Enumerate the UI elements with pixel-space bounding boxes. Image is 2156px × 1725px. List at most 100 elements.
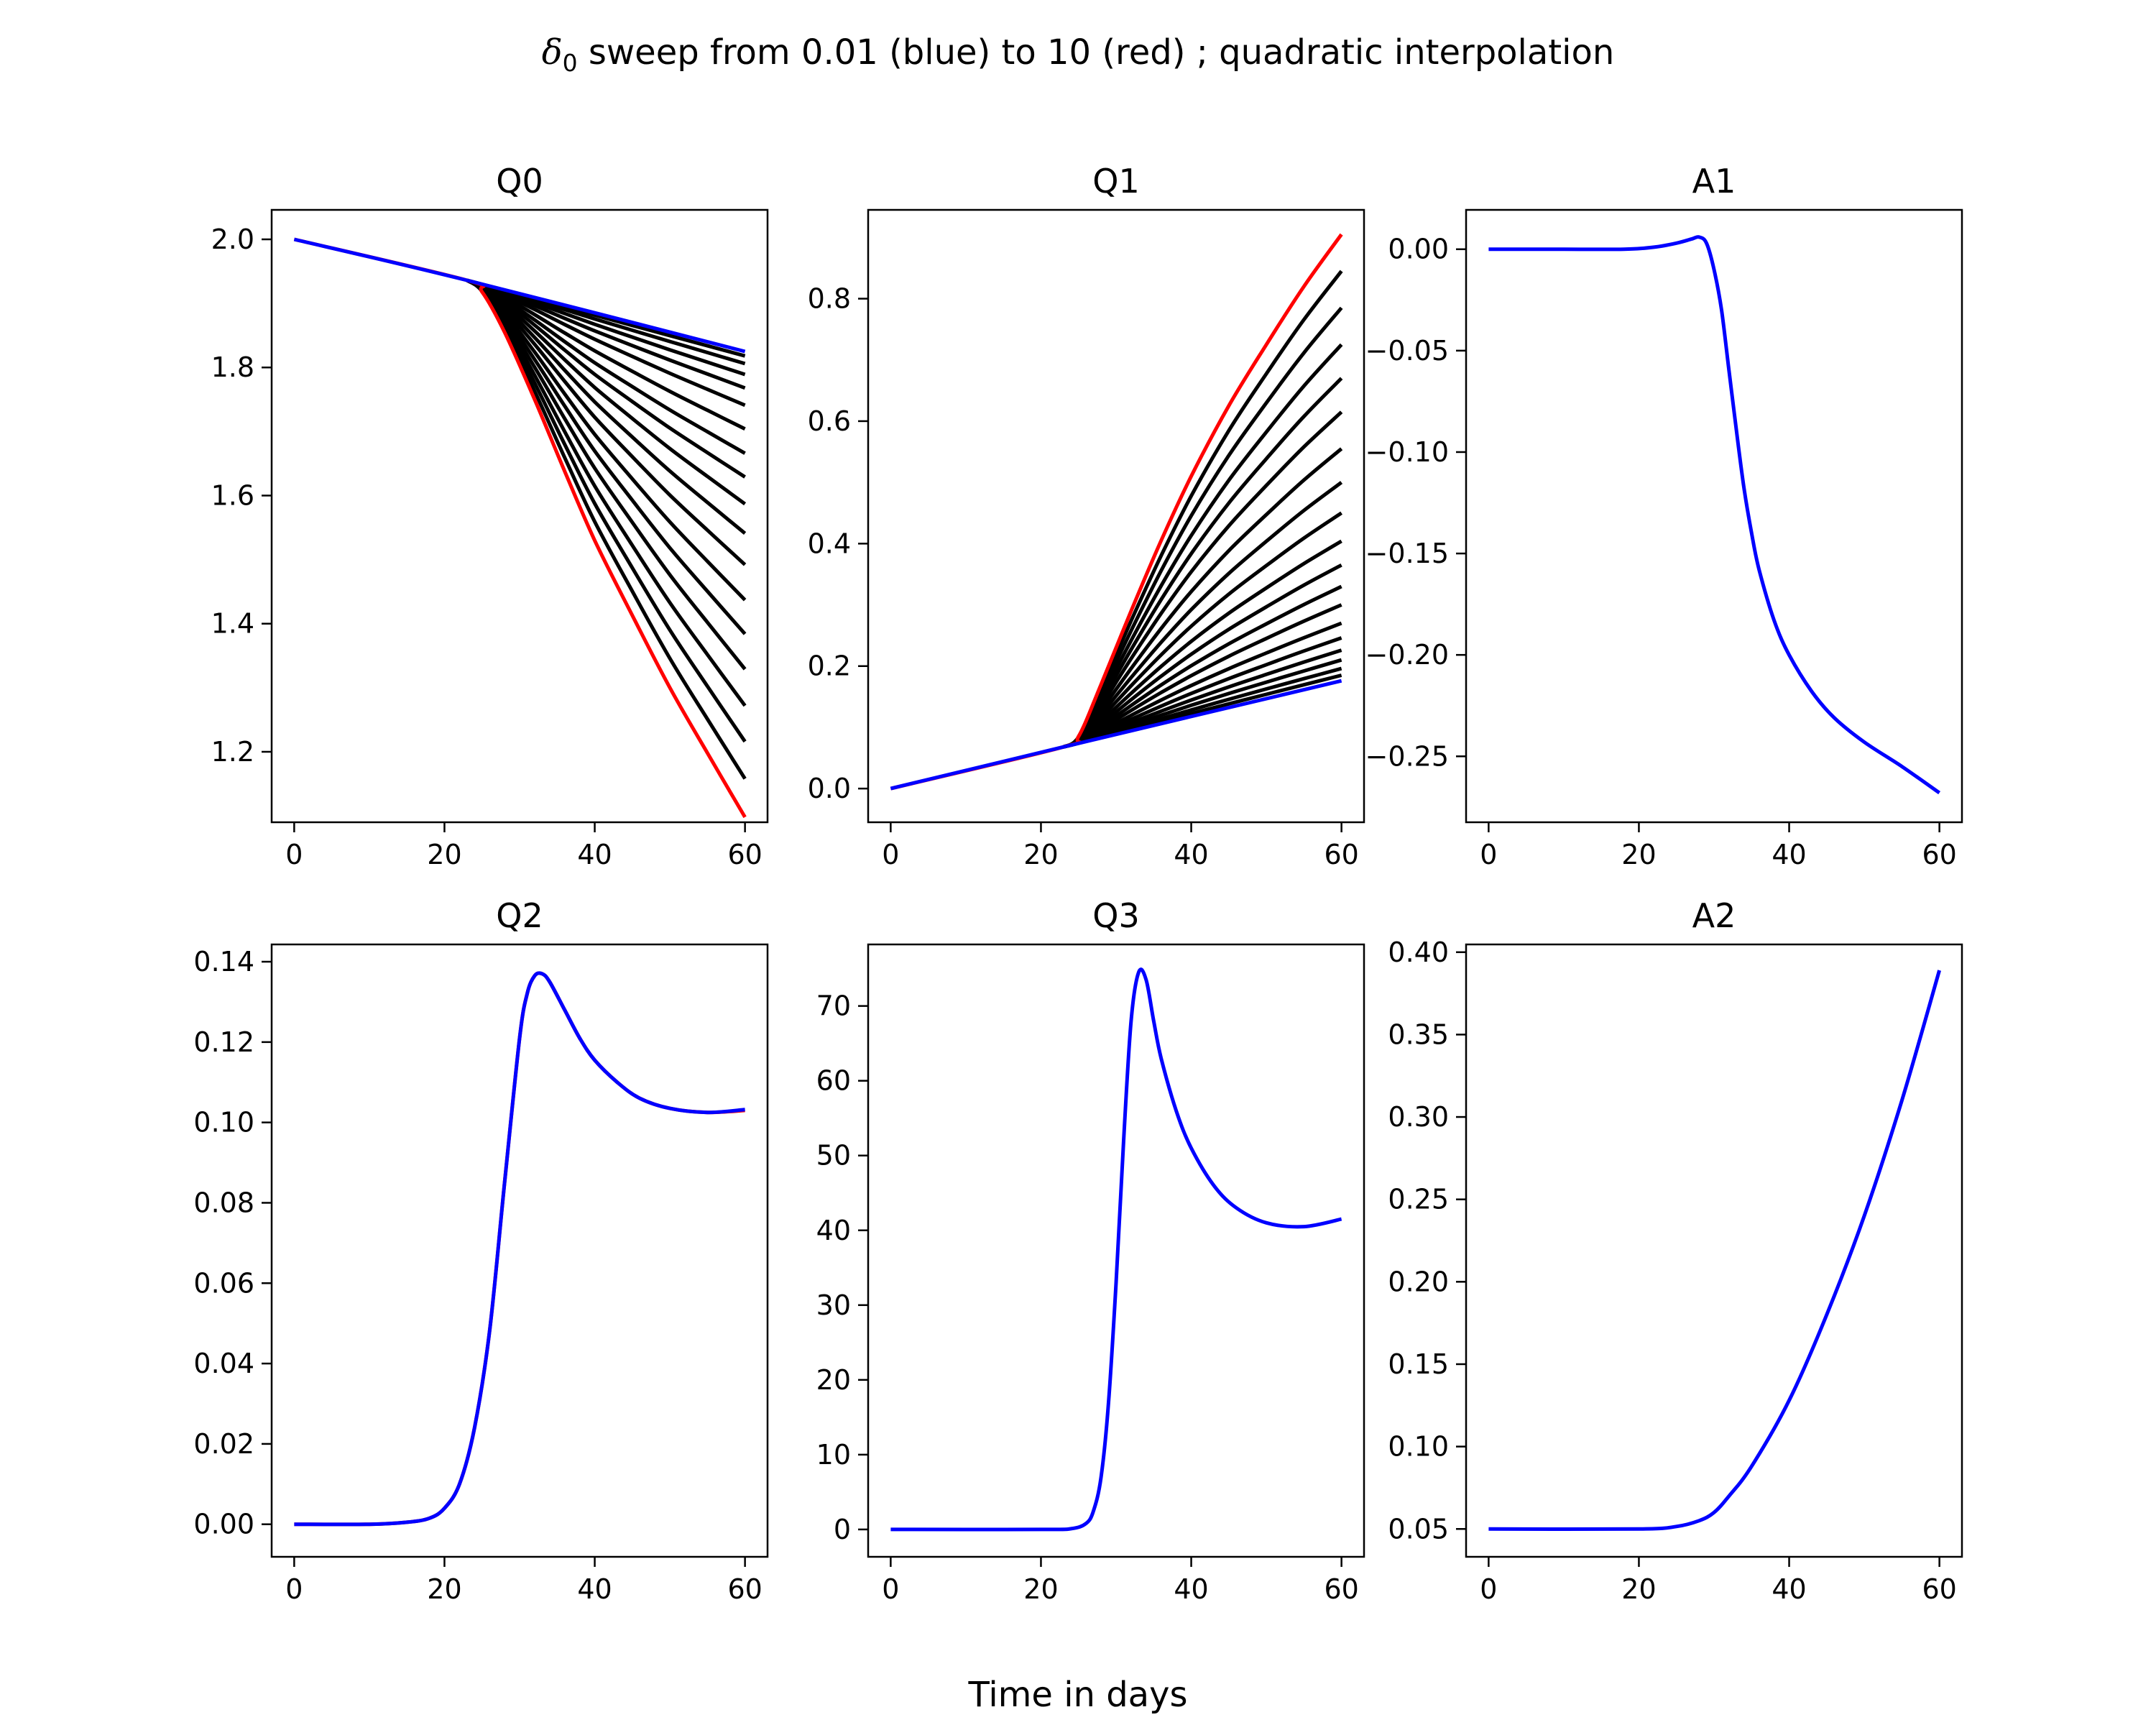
y-tick-label: 0.15 [1388,1348,1449,1380]
axes-frame [1465,943,1963,1558]
series-group-A1 [1488,235,1941,795]
y-tick-label: −0.05 [1365,335,1449,367]
x-tick-label: 0 [882,839,899,870]
axes-frame [867,208,1365,824]
series-line-0_01 [294,971,745,1527]
series-line-0_01 [890,678,1342,791]
series-line-curve [890,967,1342,1532]
x-tick-label: 60 [1324,839,1358,870]
series-line-10 [294,971,745,1527]
x-tick-label: 60 [727,1573,762,1605]
series-line-curve [1488,970,1942,1532]
y-tick-label: 1.6 [211,479,254,511]
x-tick-label: 60 [727,839,762,870]
y-tick-label: 0.12 [193,1026,254,1058]
y-tick-label: 0.00 [193,1509,254,1540]
title-symbol: δ [541,32,563,73]
y-tick-label: 0.10 [1388,1431,1449,1463]
axes-frame [270,943,769,1558]
axes-frame [867,943,1365,1558]
y-tick-label: 2.0 [211,224,254,255]
x-tick-label: 0 [285,839,303,870]
subplot-title: Q1 [1092,162,1139,201]
y-tick-label: 0 [834,1514,851,1545]
subplot-title: Q3 [1092,896,1139,935]
y-tick-label: 0.14 [193,946,254,978]
series-line-0_01 [293,237,746,354]
subplot-Q2: Q2 0 20 40 60 0.00 0.02 0.04 0.06 0.08 0.10 0.12 0.1… [193,896,769,1605]
x-tick-label: 0 [285,1573,303,1605]
x-tick-label: 20 [1023,839,1058,870]
title-symbol-subscript: 0 [562,49,578,77]
subplot-Q1: Q1 0 20 40 60 0.0 0.2 0.4 0.6 0.8 [808,162,1365,870]
y-tick-label: 0.06 [193,1267,254,1299]
y-tick-label: 40 [816,1215,851,1246]
y-tick-label: 60 [816,1065,851,1097]
x-tick-label: 20 [1023,1573,1058,1605]
y-tick-label: 0.2 [808,650,851,682]
x-tick-label: 40 [577,839,612,870]
y-tick-label: 10 [816,1439,851,1471]
y-tick-label: 0.8 [808,283,851,315]
y-tick-label: 50 [816,1140,851,1172]
y-tick-label: 0.08 [193,1187,254,1218]
x-tick-label: 60 [1922,1573,1956,1605]
subplot-A2: A2 0 20 40 60 0.05 0.10 0.15 0.20 0.25 0.30 0.35 0.4… [1388,896,1963,1605]
y-tick-label: 70 [816,990,851,1022]
y-tick-label: 0.10 [193,1107,254,1138]
y-tick-label: 0.0 [808,773,851,804]
y-tick-label: 0.6 [808,405,851,437]
x-tick-label: 20 [427,839,461,870]
y-tick-label: 0.20 [1388,1266,1449,1297]
figure-title: δ0 sweep from 0.01 (blue) to 10 (red) ; … [0,27,2156,88]
y-tick-label: 0.02 [193,1428,254,1460]
title-text: sweep from 0.01 (blue) to 10 (red) ; qua… [577,32,1615,73]
x-tick-label: 40 [1174,1573,1208,1605]
subplot-Q3: Q3 0 20 40 60 0 10 20 30 40 50 60 70 [816,896,1365,1605]
subplot-Q0: Q0 0 20 40 60 1.2 1.4 1.6 1.8 2.0 [211,162,769,870]
x-tick-label: 0 [882,1573,899,1605]
y-tick-label: 0.05 [1388,1513,1449,1545]
y-tick-label: 0.25 [1388,1184,1449,1215]
y-tick-label: −0.10 [1365,436,1449,468]
y-tick-label: −0.25 [1365,740,1449,772]
subplot-title: Q0 [496,162,543,201]
series-group-Q0 [293,237,747,819]
axes-frame [1465,208,1963,824]
subplot-title: Q2 [496,896,543,935]
series-group-Q1 [890,233,1343,791]
x-tick-label: 0 [1480,1573,1497,1605]
x-tick-label: 0 [1480,839,1497,870]
y-tick-label: 0.04 [193,1348,254,1379]
y-tick-label: 0.35 [1388,1018,1449,1050]
y-tick-label: 30 [816,1289,851,1321]
x-axis-label: Time in days [968,1675,1188,1715]
y-tick-label: 0.40 [1388,937,1449,968]
x-tick-label: 40 [577,1573,612,1605]
y-tick-label: −0.15 [1365,538,1449,569]
x-tick-label: 40 [1772,1573,1806,1605]
x-tick-label: 60 [1324,1573,1358,1605]
x-tick-label: 40 [1174,839,1208,870]
y-tick-label: 0.4 [808,528,851,559]
series-group-A2 [1488,970,1942,1532]
x-tick-label: 20 [1621,839,1656,870]
x-tick-label: 20 [427,1573,461,1605]
subplot-title: A1 [1692,162,1736,201]
series-line-curve [1488,235,1941,795]
y-tick-label: 1.8 [211,351,254,383]
y-tick-label: 1.2 [211,736,254,768]
subplot-title: A2 [1692,896,1736,935]
series-group-Q3 [890,967,1342,1532]
x-tick-label: 40 [1772,839,1806,870]
y-tick-label: −0.20 [1365,639,1449,671]
y-tick-label: 1.4 [211,608,254,640]
x-tick-label: 20 [1621,1573,1656,1605]
axes-frame [270,208,769,824]
y-tick-label: 20 [816,1364,851,1396]
x-tick-label: 60 [1922,839,1956,870]
y-tick-label: 0.00 [1388,234,1449,265]
y-tick-label: 0.30 [1388,1101,1449,1133]
subplot-A1: A1 0 20 40 60 0.00 −0.05 −0.10 −0.15 −0.20 −0.25 [1365,162,1963,870]
